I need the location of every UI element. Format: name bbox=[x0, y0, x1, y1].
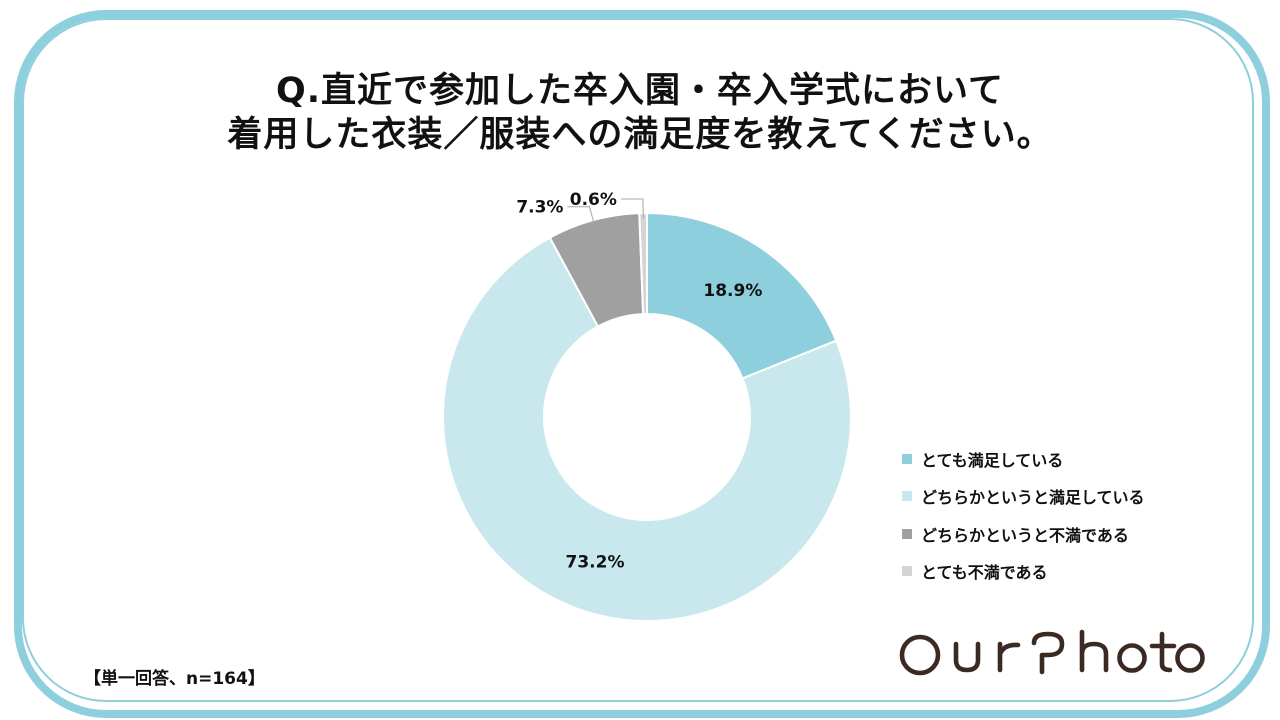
sample-size-footnote: 【単一回答、n=164】 bbox=[84, 669, 265, 689]
slice-very-satisfied bbox=[646, 211, 838, 380]
legend-label: とても不満である bbox=[921, 563, 1048, 583]
legend-item-somewhat-dissatisfied: どちらかというと不満である bbox=[902, 515, 1145, 553]
ourphoto-logo bbox=[899, 629, 1205, 676]
legend-swatch bbox=[902, 528, 912, 539]
legend-swatch bbox=[902, 453, 912, 464]
slice-very-dissatisfied bbox=[638, 211, 648, 316]
legend-label: どちらかというと不満である bbox=[921, 525, 1129, 545]
slice-somewhat-satisfied bbox=[442, 236, 852, 622]
legend-item-somewhat-satisfied: どちらかというと満足している bbox=[902, 478, 1145, 516]
donut-slices bbox=[442, 211, 852, 622]
value-label-somewhat-dissatisfied: 7.3% bbox=[516, 198, 563, 218]
chart-title-line-1: Q.直近で参加した卒入園・卒入学式において bbox=[275, 71, 1004, 111]
legend-item-very-dissatisfied: とても不満である bbox=[902, 553, 1145, 591]
value-label-very-satisfied: 18.9% bbox=[703, 281, 762, 301]
legend-swatch bbox=[902, 491, 912, 502]
value-label-somewhat-satisfied: 73.2% bbox=[566, 552, 625, 572]
leader-line bbox=[567, 206, 596, 227]
legend-item-very-satisfied: とても満足している bbox=[902, 440, 1145, 478]
leader-line bbox=[620, 198, 644, 220]
legend-label: とても満足している bbox=[921, 450, 1064, 470]
legend-swatch bbox=[902, 566, 912, 577]
chart-title-line-2: 着用した衣装／服装への満足度を教えてください。 bbox=[227, 115, 1053, 155]
legend-label: どちらかというと満足している bbox=[921, 488, 1145, 508]
chart-legend: とても満足している どちらかというと満足している どちらかというと不満である と… bbox=[902, 440, 1145, 590]
value-label-very-dissatisfied: 0.6% bbox=[570, 190, 617, 210]
donut-value-labels: 18.9% 73.2% 7.3% 0.6% bbox=[516, 190, 762, 572]
